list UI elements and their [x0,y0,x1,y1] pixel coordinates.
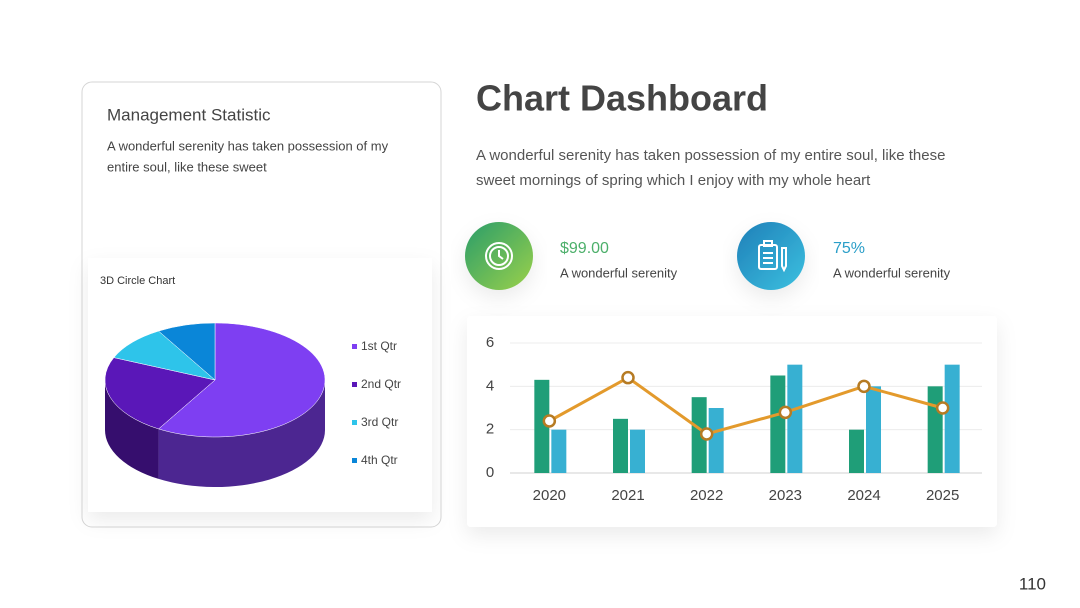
x-tick-label: 2020 [533,487,566,504]
legend-marker [352,344,357,349]
legend-label: 4th Qtr [361,453,398,467]
bar [787,364,803,473]
line-marker [542,414,557,428]
bar [534,379,550,473]
card-title: Management Statistic [107,105,271,124]
pie-side [158,380,325,488]
bar [630,429,645,473]
line-marker [778,405,793,420]
line-marker [621,370,635,385]
line [548,375,944,436]
line-marker [857,379,871,394]
x-tick-label: 2023 [769,487,802,504]
x-tick-label: 2025 [926,487,959,504]
line-marker [699,427,714,441]
description: A wonderful serenity has taken possessio… [476,147,945,164]
bar [944,364,960,473]
legend-label: 2nd Qtr [361,377,401,391]
pie-title: 3D Circle Chart [100,275,175,287]
card-text: entire soul, like these sweet [107,159,267,174]
x-tick-label: 2024 [847,487,880,504]
x-tick-label: 2021 [611,487,644,504]
page-number: 110 [1019,574,1046,593]
pie-chart: 1st Qtr 2nd Qtr 3rd Qtr 4th Qtr [104,322,401,488]
y-tick-label: 0 [486,464,494,481]
bar [866,386,881,473]
bar [770,375,786,473]
bar [613,418,628,473]
x-tick-label: 2022 [690,487,723,504]
pie-side [105,380,159,479]
legend-label: 1st Qtr [361,339,397,353]
clock-icon [485,242,513,270]
bar [551,429,567,473]
legend-label: 3rd Qtr [361,415,398,429]
stat-value: 75% [833,240,865,257]
stat-label: A wonderful serenity [833,265,951,280]
legend-marker [352,458,357,463]
pie-slice [104,357,216,430]
clipboard-icon [758,240,787,273]
bar [927,386,943,473]
legend-marker [352,420,357,425]
bar [849,429,864,473]
combo-chart: 0 2 4 6 2020 2021 2022 2023 2024 2025 [486,334,982,504]
pie-slice [158,322,326,438]
bar-panel [467,316,997,527]
stat-value: $99.00 [560,240,609,257]
stat-label: A wonderful serenity [560,265,678,280]
line-marker [935,401,950,415]
y-tick-label: 4 [486,377,494,394]
y-tick-label: 6 [486,334,494,351]
description: sweet mornings of spring which I enjoy w… [476,172,871,189]
pie-slice [158,322,216,381]
card-text: A wonderful serenity has taken possessio… [107,138,389,153]
bar [691,397,707,473]
legend-marker [352,382,357,387]
stat-icon [737,222,805,290]
bar [708,408,724,473]
title: Chart Dashboard [476,78,768,119]
y-tick-label: 2 [486,421,494,438]
